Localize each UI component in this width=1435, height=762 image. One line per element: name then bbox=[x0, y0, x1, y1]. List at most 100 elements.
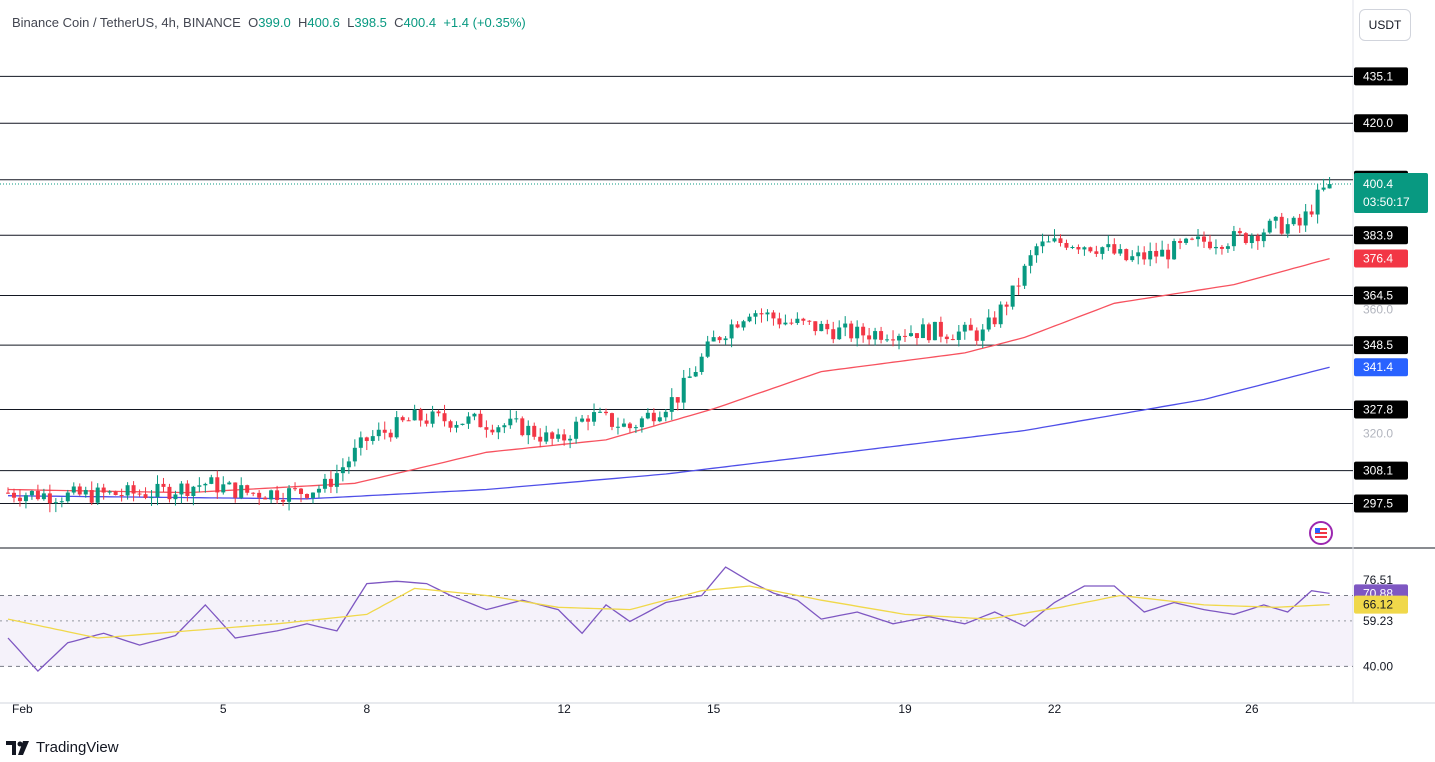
candle-body bbox=[143, 494, 148, 498]
candle-body bbox=[101, 487, 106, 493]
level-label-420.0-box bbox=[1354, 114, 1408, 133]
candle-body bbox=[621, 423, 626, 427]
time-tick: 26 bbox=[1245, 702, 1259, 716]
candle-body bbox=[340, 467, 345, 474]
candle-body bbox=[1273, 216, 1278, 221]
candle-body bbox=[615, 426, 620, 428]
candle-body bbox=[388, 432, 393, 438]
candle-body bbox=[1130, 256, 1135, 261]
candle-body bbox=[53, 502, 58, 504]
candle-body bbox=[1315, 189, 1320, 215]
candle-body bbox=[1148, 250, 1153, 260]
time-tick: 19 bbox=[898, 702, 912, 716]
time-tick: 15 bbox=[707, 702, 721, 716]
candle-body bbox=[1178, 241, 1183, 243]
candle-body bbox=[1088, 247, 1093, 252]
candle-body bbox=[550, 432, 555, 439]
candle-body bbox=[203, 483, 208, 486]
candle-body bbox=[370, 436, 375, 441]
candle-body bbox=[490, 429, 495, 433]
candle-body bbox=[239, 485, 244, 498]
rsi-ma-value-box bbox=[1354, 595, 1408, 614]
candle-body bbox=[1213, 246, 1218, 249]
candle-body bbox=[418, 409, 423, 421]
candle-body bbox=[316, 488, 321, 493]
candle-body bbox=[1022, 265, 1027, 286]
currency-button[interactable]: USDT bbox=[1359, 9, 1411, 41]
candle-body bbox=[717, 337, 722, 341]
candle-body bbox=[526, 425, 531, 436]
ma-label-ema_fast: 376.4 bbox=[1363, 252, 1393, 266]
candle-body bbox=[1243, 233, 1248, 244]
candle-body bbox=[131, 485, 136, 494]
candle-body bbox=[897, 335, 902, 341]
candle-body bbox=[1034, 246, 1039, 256]
current-price-box bbox=[1354, 173, 1428, 214]
candle-body bbox=[604, 411, 608, 414]
candle-body bbox=[400, 417, 405, 421]
tradingview-logo[interactable]: TradingView bbox=[6, 739, 119, 756]
candle-body bbox=[544, 432, 549, 442]
us-flag-icon[interactable] bbox=[1308, 520, 1334, 546]
candle-body bbox=[1136, 252, 1141, 257]
candle-body bbox=[663, 411, 668, 418]
candle-body bbox=[59, 501, 64, 503]
candle-body bbox=[580, 418, 585, 422]
candle-body bbox=[920, 324, 925, 339]
candle-body bbox=[322, 478, 327, 489]
candle-body bbox=[1076, 247, 1081, 250]
level-label-348.5-box bbox=[1354, 336, 1408, 355]
candle-body bbox=[681, 377, 686, 403]
candle-body bbox=[478, 413, 483, 428]
ma-label-ema_slow: 341.4 bbox=[1363, 360, 1393, 374]
low-value: 398.5 bbox=[354, 15, 387, 30]
candle-body bbox=[412, 409, 417, 421]
candle-body bbox=[592, 412, 597, 422]
candle-body bbox=[442, 413, 447, 422]
candle-body bbox=[1058, 238, 1063, 243]
candle-body bbox=[1207, 241, 1212, 249]
countdown-label: 03:50:17 bbox=[1363, 195, 1410, 209]
candle-body bbox=[310, 492, 315, 498]
candle-body bbox=[950, 339, 955, 341]
time-tick: Feb bbox=[12, 702, 33, 716]
candle-body bbox=[962, 324, 967, 332]
candle-body bbox=[1303, 211, 1308, 226]
candle-body bbox=[1154, 250, 1159, 257]
candle-body bbox=[496, 427, 501, 433]
candle-body bbox=[287, 488, 292, 502]
candle-body bbox=[1052, 238, 1057, 242]
candle-body bbox=[657, 417, 662, 422]
candle-body bbox=[914, 333, 919, 339]
candle-body bbox=[173, 494, 178, 500]
level-label-420.0: 420.0 bbox=[1363, 116, 1393, 130]
candle-body bbox=[1190, 238, 1195, 240]
candle-body bbox=[586, 418, 591, 422]
rsi-band-fill bbox=[0, 595, 1353, 667]
candle-body bbox=[358, 437, 363, 448]
candle-body bbox=[1142, 252, 1147, 260]
candle-body bbox=[424, 420, 429, 424]
rsi-line bbox=[7, 566, 1330, 673]
candle-body bbox=[251, 492, 256, 494]
candle-body bbox=[1219, 246, 1224, 249]
candle-body bbox=[908, 333, 913, 337]
candle-body bbox=[1046, 241, 1051, 243]
candle-body bbox=[47, 493, 52, 504]
candle-body bbox=[466, 416, 471, 424]
candle-body bbox=[771, 312, 776, 319]
candle-body bbox=[263, 497, 268, 500]
level-label-435.1-box bbox=[1354, 67, 1408, 86]
candle-body bbox=[944, 336, 949, 340]
candle-body bbox=[161, 483, 166, 487]
candle-body bbox=[125, 485, 130, 496]
candle-body bbox=[448, 421, 453, 428]
current-price-label: 400.4 bbox=[1363, 177, 1393, 191]
candle-body bbox=[245, 485, 250, 493]
candle-body bbox=[795, 318, 800, 323]
candle-body bbox=[765, 312, 770, 315]
candle-body bbox=[1291, 217, 1296, 225]
candle-body bbox=[520, 418, 525, 436]
candle-body bbox=[729, 324, 734, 339]
